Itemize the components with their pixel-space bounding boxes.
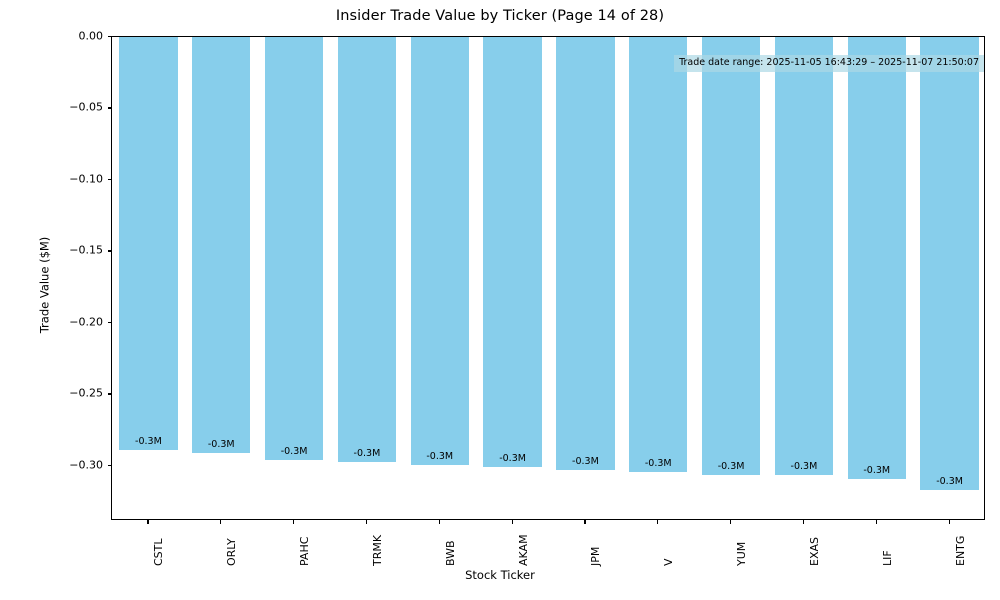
bar-pahc [264,37,324,461]
x-tick-label-lif: LIF [880,550,894,566]
x-tick-label-trmk: TRMK [370,534,384,566]
x-tick-label-entg: ENTG [953,535,967,566]
bar-value-label: -0.3M [863,464,891,476]
chart-title: Insider Trade Value by Ticker (Page 14 o… [335,8,665,24]
bar-value-label: -0.3M [426,450,454,462]
y-tick-mark [107,178,111,181]
bar-v [629,37,688,472]
y-tick-label: −0.30 [69,458,103,472]
y-tick-mark [107,464,111,467]
bars-layer: -0.3M -0.3M -0.3M -0.3M -0.3M -0.3M -0.3M -0.3M… [112,37,984,519]
y-tick-label: −0.10 [69,172,103,186]
y-tick-mark [107,36,111,38]
bar-value-label: -0.3M [499,453,526,465]
y-tick-label: −0.05 [69,100,103,114]
y-tick-label: −0.25 [69,386,103,400]
bar-value-label: -0.3M [353,447,381,459]
bar-orly [192,37,251,454]
y-tick-mark [107,393,111,395]
bar-akam [483,37,542,468]
bar-value-label: -0.3M [717,460,745,472]
x-tick-mark [147,520,149,524]
x-tick-mark [365,520,367,524]
bar-yum [701,37,761,475]
y-tick-label: −0.15 [69,243,103,257]
x-tick-mark [730,520,732,524]
bar-value-label: -0.3M [790,460,818,472]
x-tick-label-pahc: PAHC [298,536,312,566]
x-tick-mark [802,520,804,524]
plot-area: -0.3M -0.3M -0.3M -0.3M -0.3M -0.3M -0.3M -0.3M… [111,36,985,520]
x-tick-label-v: V [662,558,676,566]
bar-value-label: -0.3M [135,436,162,448]
y-tick-label: −0.20 [69,315,103,329]
x-tick-mark [438,520,440,524]
x-tick-mark [511,520,513,524]
y-tick-label: 0.00 [78,29,104,43]
x-tick-mark [657,520,659,524]
x-tick-mark [948,520,950,524]
bar-exas [774,37,834,475]
x-tick-mark [875,520,877,524]
y-tick-mark [107,321,111,324]
y-tick-mark [107,107,111,109]
x-tick-label-orly: ORLY [225,538,239,566]
bar-value-label: -0.3M [644,457,672,469]
x-tick-mark [293,520,295,524]
x-tick-label-exas: EXAS [807,537,821,566]
x-tick-label-bwb: BWB [443,540,457,566]
bar-value-label: -0.3M [207,439,235,451]
bar-entg [920,37,979,491]
trade-date-range-annotation: Trade date range: 2025-11-05 16:43:29 – … [674,55,984,73]
y-tick-mark [107,250,111,252]
x-tick-label-jpm: JPM [589,546,603,566]
x-axis-label: Stock Ticker [465,568,535,582]
bar-value-label: -0.3M [936,476,963,488]
x-tick-label-cstl: CSTL [152,538,166,566]
bar-cstl [119,37,178,451]
x-tick-label-yum: YUM [735,541,749,566]
bar-value-label: -0.3M [280,446,308,458]
x-tick-label-akam: AKAM [516,534,530,566]
y-axis-label: Trade Value ($M) [37,236,52,334]
bar-value-label: -0.3M [572,456,599,468]
bar-lif [847,37,906,479]
bar-trmk [337,37,397,462]
bar-bwb [410,37,469,465]
x-tick-mark [584,520,586,524]
bar-jpm [556,37,615,471]
x-tick-mark [220,520,222,524]
